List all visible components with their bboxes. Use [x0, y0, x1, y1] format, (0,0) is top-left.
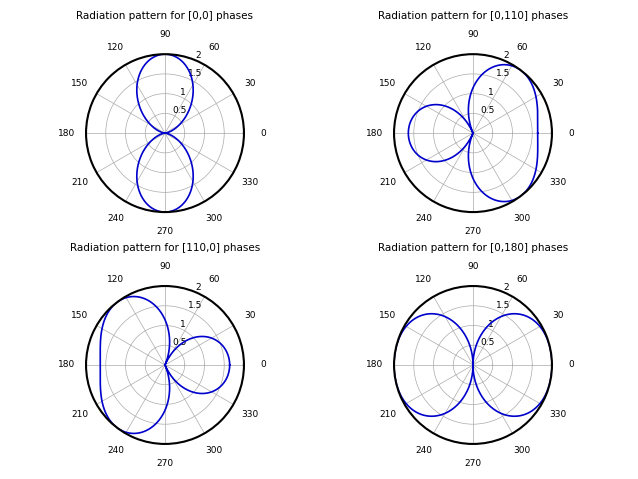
- Title: Radiation pattern for [0,180] phases: Radiation pattern for [0,180] phases: [378, 243, 568, 253]
- Title: Radiation pattern for [110,0] phases: Radiation pattern for [110,0] phases: [70, 243, 260, 253]
- Title: Radiation pattern for [0,110] phases: Radiation pattern for [0,110] phases: [378, 11, 568, 21]
- Title: Radiation pattern for [0,0] phases: Radiation pattern for [0,0] phases: [77, 11, 253, 21]
